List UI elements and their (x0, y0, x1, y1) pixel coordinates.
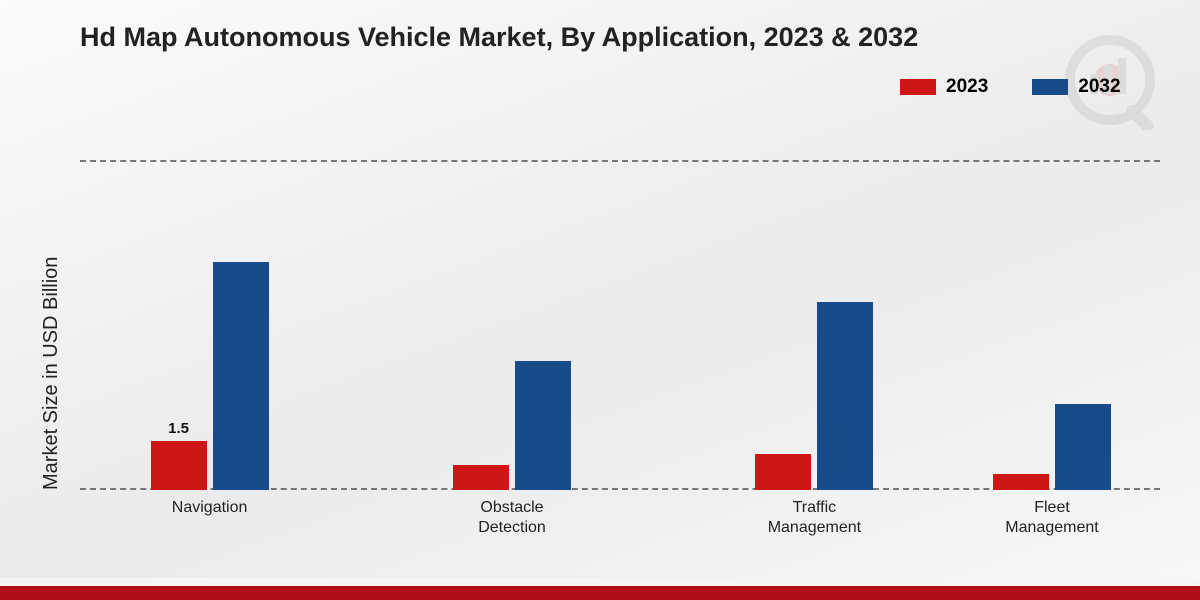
footer-bar (0, 586, 1200, 600)
x-tick-label-0: Navigation (172, 498, 248, 518)
legend-label-2023: 2023 (946, 76, 988, 98)
bar-2032-2 (817, 302, 873, 490)
x-tick-label-2: Traffic Management (768, 498, 861, 538)
bar-2023-0 (151, 441, 207, 491)
bar-value-label: 1.5 (168, 420, 189, 437)
bar-2023-3 (993, 474, 1049, 491)
gridline-top (80, 160, 1160, 162)
legend-item-2032: 2032 (1032, 76, 1120, 98)
chart-title: Hd Map Autonomous Vehicle Market, By App… (80, 22, 918, 53)
plot-area: 1.5 (80, 160, 1160, 490)
legend-label-2032: 2032 (1078, 76, 1120, 98)
legend-swatch-2023 (900, 79, 936, 95)
legend-swatch-2032 (1032, 79, 1068, 95)
bar-2023-1 (453, 465, 509, 490)
chart-canvas: Hd Map Autonomous Vehicle Market, By App… (0, 0, 1200, 600)
x-axis-labels: Navigation Obstacle Detection Traffic Mana… (80, 498, 1160, 558)
y-axis-label: Market Size in USD Billion (40, 257, 63, 490)
footer-divider (0, 578, 1200, 586)
x-tick-label-3: Fleet Management (1005, 498, 1098, 538)
legend: 2023 2032 (900, 76, 1121, 98)
bar-2023-2 (755, 454, 811, 490)
bar-2032-3 (1055, 404, 1111, 490)
bar-2032-0 (213, 262, 269, 490)
bar-2032-1 (515, 361, 571, 490)
legend-item-2023: 2023 (900, 76, 988, 98)
x-tick-label-1: Obstacle Detection (478, 498, 546, 538)
